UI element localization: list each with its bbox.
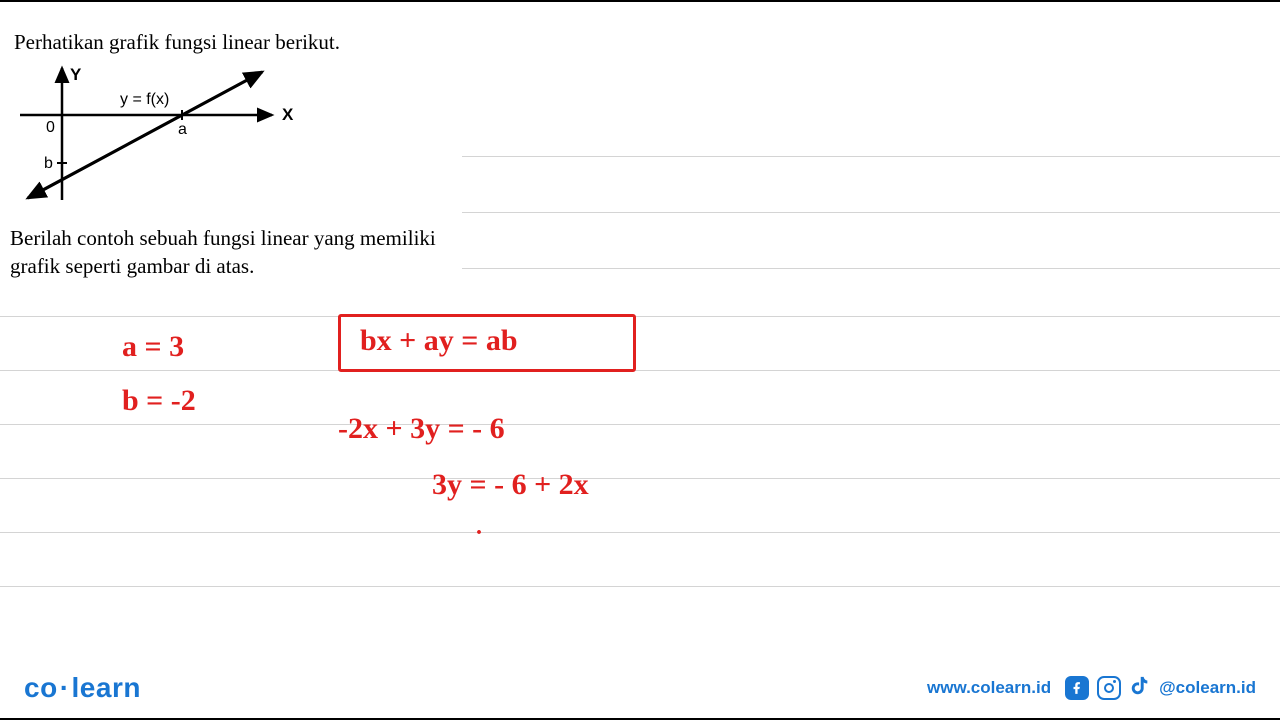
a-label: a	[178, 121, 187, 138]
ruled-line	[0, 586, 1280, 587]
y-axis-label: Y	[70, 65, 82, 84]
origin-label: 0	[46, 119, 55, 136]
facebook-icon[interactable]	[1065, 676, 1089, 700]
ruled-line	[0, 478, 1280, 479]
ruled-line	[0, 370, 1280, 371]
footer-right: www.colearn.id @colearn.id	[927, 674, 1256, 703]
ruled-line	[462, 156, 1280, 157]
ruled-line	[0, 424, 1280, 425]
question-task: Berilah contoh sebuah fungsi linear yang…	[10, 224, 436, 281]
hand-step2: 3y = - 6 + 2x	[432, 468, 589, 502]
website-url[interactable]: www.colearn.id	[927, 678, 1051, 698]
social-icons: @colearn.id	[1065, 674, 1256, 703]
hand-formula: bx + ay = ab	[360, 324, 518, 358]
ruled-line	[462, 212, 1280, 213]
footer: co·learn www.colearn.id @colearn.id	[0, 666, 1280, 718]
ruled-line	[0, 532, 1280, 533]
ruled-line	[462, 268, 1280, 269]
hand-b-value: b = -2	[122, 384, 196, 418]
social-handle[interactable]: @colearn.id	[1159, 678, 1256, 698]
instagram-icon[interactable]	[1097, 676, 1121, 700]
ruled-line	[0, 316, 1280, 317]
hand-a-value: a = 3	[122, 330, 184, 364]
x-axis-label: X	[282, 105, 294, 124]
tiktok-icon[interactable]	[1129, 674, 1151, 703]
hand-dot: .	[476, 514, 482, 541]
function-label: y = f(x)	[120, 91, 169, 108]
linear-graph: Y X y = f(x) 0 a b	[14, 60, 304, 210]
brand-logo: co·learn	[24, 672, 141, 704]
hand-step1: -2x + 3y = - 6	[338, 412, 505, 446]
question-intro: Perhatikan grafik fungsi linear berikut.	[14, 30, 340, 55]
b-label: b	[44, 155, 53, 172]
